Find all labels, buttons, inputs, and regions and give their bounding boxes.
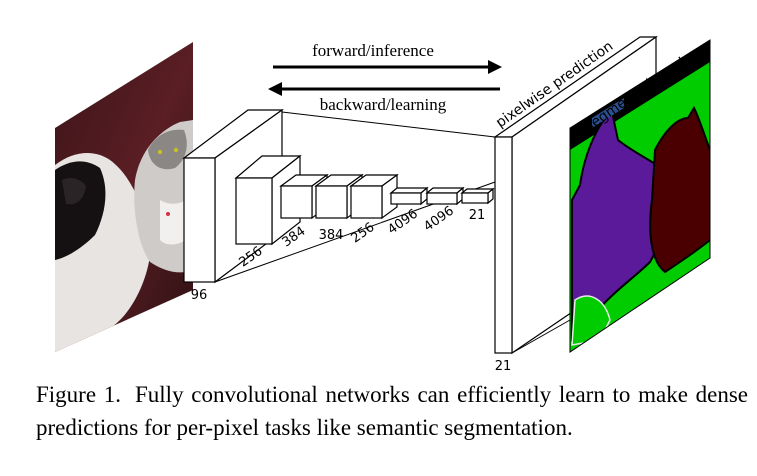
forward-label: forward/inference: [312, 41, 434, 60]
output-layer-label: 21: [495, 359, 512, 374]
caption-label: Figure 1.: [36, 382, 121, 407]
layer-conv5: [349, 173, 399, 220]
input-photo: [55, 42, 193, 352]
figure-caption: Figure 1. Fully convolutional networks ca…: [36, 378, 748, 444]
layer-fc8: [460, 187, 495, 205]
layer-fc6: [389, 186, 429, 206]
layer-label: 256: [349, 220, 378, 247]
layer-label: 96: [191, 288, 208, 303]
segmentation-gt-frame: [569, 39, 711, 353]
layer-label: 384: [319, 228, 344, 243]
layer-label: 4096: [421, 203, 457, 234]
forward-arrow: [273, 60, 502, 74]
layer-label: 21: [469, 208, 486, 223]
backward-label: backward/learning: [320, 95, 447, 114]
backward-arrow: [268, 82, 500, 96]
caption-text: Fully convolutional networks can efficie…: [36, 382, 748, 440]
layer-fc7: [425, 186, 465, 206]
segmentation-label-highlight: [592, 98, 624, 128]
